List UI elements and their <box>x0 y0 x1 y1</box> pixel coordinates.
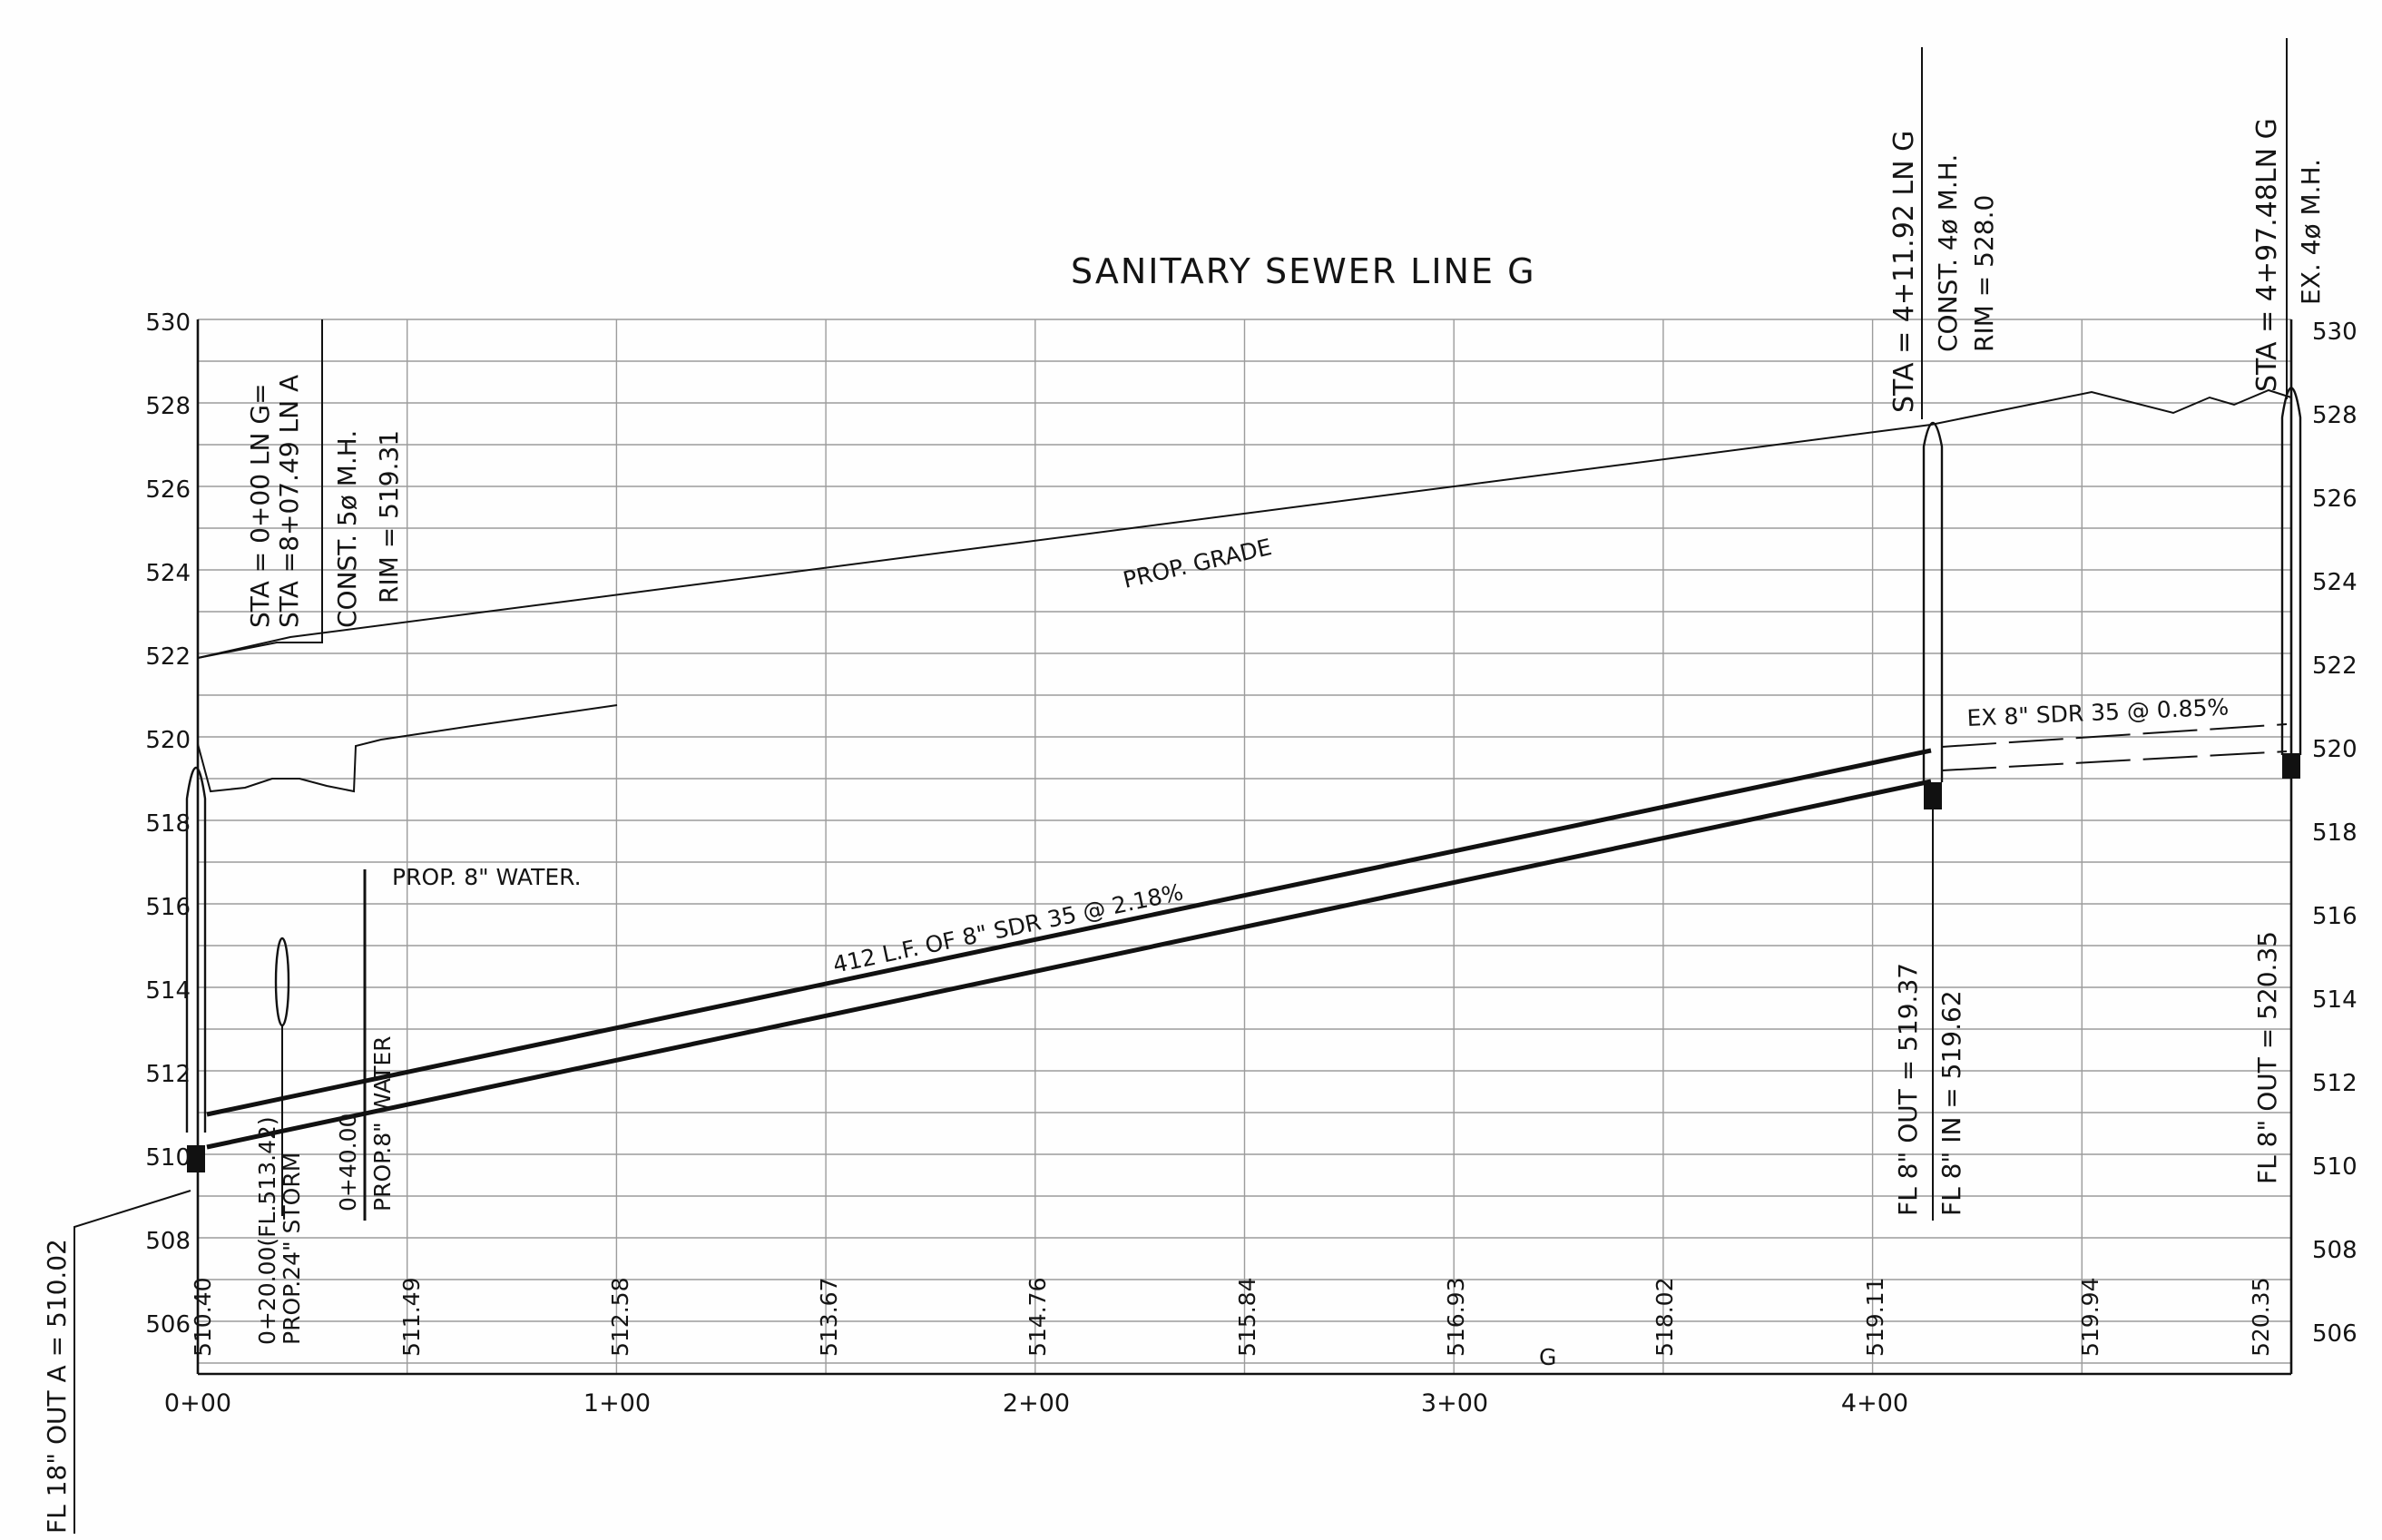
elevation-label-right: 528 <box>2312 402 2357 429</box>
elevation-label-left: 508 <box>145 1228 191 1255</box>
proposed-sewer-pipe <box>206 748 1932 1150</box>
mh-end-type: EX. 4ø M.H. <box>2296 159 2326 305</box>
elevation-label-right: 520 <box>2312 736 2357 763</box>
elevation-label-right: 516 <box>2312 903 2357 930</box>
elevation-label-left: 506 <box>145 1311 191 1339</box>
station-label: 4+00 <box>1841 1389 1908 1417</box>
crossing-labels: 0+20.00(FL.513.42) PROP.24" STORM 0+40.0… <box>254 1035 396 1345</box>
g-mark: G <box>1539 1344 1556 1370</box>
mh-mid-labels: STA = 4+11.92 LN G CONST. 4ø M.H. RIM = … <box>1888 131 1999 1216</box>
elevation-label-left: 522 <box>145 643 191 671</box>
mh-start-rim: RIM = 519.31 <box>374 430 404 603</box>
pipe-label: 412 L.F. OF 8" SDR 35 @ 2.18% <box>830 878 1185 978</box>
grade-elevation-label: 519.11 <box>1862 1278 1888 1357</box>
grade-elevation-label: 519.94 <box>2077 1278 2103 1357</box>
station-labels: 0+00 1+00 2+00 3+00 4+00 <box>164 1389 1908 1417</box>
fl-18-leader <box>74 1190 191 1534</box>
grade-elevation-label: 516.93 <box>1443 1278 1469 1357</box>
elevation-label-right: 518 <box>2312 819 2357 847</box>
mh-start-leader <box>197 319 323 659</box>
grade-elevation-label: 518.02 <box>1652 1278 1678 1357</box>
mh-mid-sta: STA = 4+11.92 LN G <box>1888 131 1920 413</box>
prop-grade-label: PROP. GRADE <box>1121 534 1274 593</box>
grade-elevation-label: 514.76 <box>1024 1278 1051 1357</box>
mh-end-labels: STA = 4+97.48LN G EX. 4ø M.H. FL 8" OUT … <box>2251 118 2326 1184</box>
ex-pipe-label: EX 8" SDR 35 @ 0.85% <box>1966 693 2230 731</box>
elevation-label-right: 512 <box>2312 1070 2357 1097</box>
storm-desc-label: PROP.24" STORM <box>279 1153 305 1345</box>
elevation-label-left: 514 <box>145 977 191 1005</box>
mh-mid-fl-in: FL 8" IN = 519.62 <box>1936 990 1966 1216</box>
grade-elevation-label: 513.67 <box>816 1278 842 1357</box>
profile-grid <box>198 319 2291 1374</box>
mh-end-sta: STA = 4+97.48LN G <box>2251 118 2283 392</box>
elevation-label-left: 524 <box>145 560 191 587</box>
grade-elevation-label: 515.84 <box>1234 1278 1260 1357</box>
elevation-label-right: 522 <box>2312 652 2357 680</box>
elevation-label-right: 524 <box>2312 569 2357 596</box>
elevation-label-right: 514 <box>2312 986 2357 1014</box>
manhole-mid <box>1922 422 1944 1221</box>
elevation-label-right: 530 <box>2312 319 2357 346</box>
elevation-labels-right: 530 528 526 524 522 520 518 516 514 512 510 508 506 <box>2312 319 2357 1348</box>
existing-sewer-pipe <box>1941 723 2288 771</box>
elevation-labels-left: 530 528 526 524 522 520 518 516 514 512 510 508 506 <box>145 309 191 1339</box>
elevation-label-right: 526 <box>2312 486 2357 513</box>
mh-mid-rim: RIM = 528.0 <box>1969 195 1999 352</box>
grade-elevation-labels: 510.40 511.49 512.58 513.67 514.76 515.84 516.… <box>190 1278 2274 1357</box>
mh-start-labels: STA = 0+00 LN G= STA =8+07.49 LN A CONST… <box>245 375 404 628</box>
mh-start-sta2: STA =8+07.49 LN A <box>274 375 304 628</box>
manhole-start <box>185 766 207 1172</box>
storm-crossing <box>274 937 290 1216</box>
existing-ground-line <box>197 388 2292 793</box>
elevation-label-right: 508 <box>2312 1237 2357 1264</box>
elevation-label-left: 518 <box>145 810 191 838</box>
storm-sta-label: 0+20.00(FL.513.42) <box>254 1116 280 1345</box>
elevation-label-right: 506 <box>2312 1320 2357 1348</box>
water-sta-label: 0+40.00 <box>335 1113 361 1211</box>
station-label: 2+00 <box>1003 1389 1070 1417</box>
mh-mid-fl-out: FL 8" OUT = 519.37 <box>1893 963 1923 1216</box>
elevation-label-left: 526 <box>145 476 191 504</box>
drawing-title: SANITARY SEWER LINE G <box>1071 251 1536 291</box>
manhole-end <box>2280 387 2302 1189</box>
elevation-label-left: 510 <box>145 1144 191 1172</box>
fl-18-out-label: FL 18" OUT A = 510.02 <box>42 1239 72 1534</box>
station-label: 0+00 <box>164 1389 231 1417</box>
elevation-label-left: 520 <box>145 727 191 754</box>
station-label: 1+00 <box>583 1389 651 1417</box>
mh-start-const: CONST. 5ø M.H. <box>332 430 362 628</box>
elevation-label-left: 516 <box>145 894 191 921</box>
mh-start-sta1: STA = 0+00 LN G= <box>245 383 275 628</box>
station-label: 3+00 <box>1421 1389 1488 1417</box>
grade-elevation-label: 512.58 <box>607 1278 633 1357</box>
mh-end-fl-out: FL 8" OUT = 520.35 <box>2252 931 2282 1184</box>
grade-elevation-label: 511.49 <box>398 1278 425 1357</box>
water-desc-label: PROP.8" WATER <box>369 1035 396 1211</box>
grade-elevation-label: 510.40 <box>190 1278 216 1357</box>
elevation-label-left: 512 <box>145 1061 191 1088</box>
elevation-label-left: 530 <box>145 309 191 337</box>
elevation-label-left: 528 <box>145 393 191 420</box>
elevation-label-right: 510 <box>2312 1153 2357 1181</box>
grade-elevation-label: 520.35 <box>2248 1278 2274 1357</box>
prop-water-label: PROP. 8" WATER. <box>392 864 582 890</box>
mh-mid-const: CONST. 4ø M.H. <box>1933 154 1963 352</box>
